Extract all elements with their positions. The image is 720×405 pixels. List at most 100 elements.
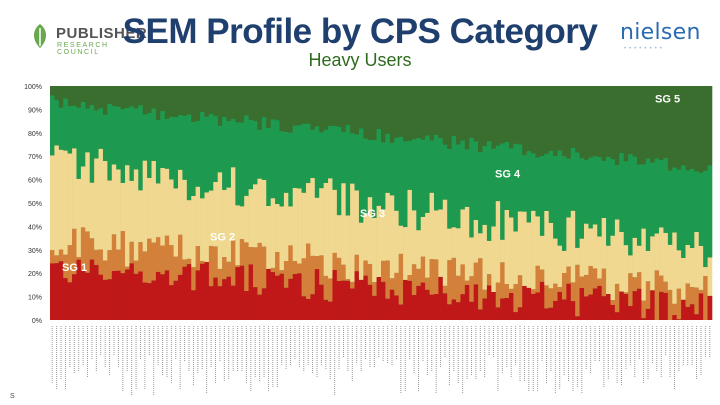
bar-segment-sg4 [94,110,99,159]
bar-segment-sg2 [319,255,324,285]
bar-segment-sg4 [433,134,439,211]
bar-segment-sg4 [548,150,554,223]
bar-segment-sg5 [182,86,188,116]
bar-segment-sg1 [76,259,82,320]
bar-segment-sg1 [425,289,430,320]
bar-segment-sg1 [94,264,99,320]
bar-segment-sg5 [372,86,377,141]
bar-segment-sg5 [650,86,655,163]
bar-segment-sg3 [403,227,408,280]
bar-segment-sg2 [177,234,183,275]
bar-segment-sg2 [416,268,422,286]
bar-segment-sg2 [645,281,651,309]
bar-segment-sg1 [614,312,620,320]
bar-segment-sg3 [526,222,532,288]
bar-segment-sg1 [230,285,236,320]
bar-segment-sg4 [89,105,95,183]
bar-segment-sg5 [403,86,408,142]
bar-segment-sg4 [58,107,64,150]
bar-segment-sg3 [94,158,99,250]
bar-segment-sg3 [456,228,461,276]
bar-segment-sg5 [491,86,497,149]
bar-segment-sg4 [508,148,514,218]
bar-segment-sg5 [283,86,289,132]
bar-segment-sg5 [336,86,342,127]
bar-segment-sg3 [297,188,302,264]
bar-segment-sg1 [129,263,135,320]
bar-segment-sg4 [416,138,422,231]
bar-segment-sg3 [473,219,479,263]
bar-segment-sg3 [381,209,386,261]
bar-segment-sg4 [575,152,580,248]
bar-segment-sg3 [301,192,307,259]
bar-segment-sg4 [557,150,563,246]
bar-segment-sg1 [588,294,594,320]
bar-segment-sg4 [173,117,179,189]
bar-segment-sg2 [486,274,492,286]
bar-segment-sg5 [173,86,179,118]
bar-segment-sg5 [116,86,121,107]
bar-segment-sg4 [195,120,201,187]
bar-segment-sg5 [672,86,677,168]
bar-segment-sg4 [85,108,91,153]
bar-segment-sg5 [429,86,435,141]
bar-segment-sg1 [147,283,152,320]
bar-segment-sg2 [584,274,589,297]
bar-segment-sg2 [389,278,395,290]
bar-segment-sg3 [539,235,545,270]
bar-segment-sg5 [354,86,360,135]
bar-segment-sg4 [500,143,505,240]
bar-segment-sg5 [125,86,130,108]
bar-segment-sg5 [411,86,417,140]
bar-segment-sg2 [244,242,249,292]
bar-segment-sg1 [363,275,369,320]
bar-segment-sg2 [354,254,360,272]
bar-segment-sg5 [667,86,673,171]
bar-segment-sg2 [208,245,214,287]
bar-segment-sg5 [588,86,594,158]
bar-segment-sg1 [319,284,324,320]
bar-segment-sg5 [200,86,205,112]
bar-segment-sg2 [235,265,241,268]
bar-segment-sg3 [147,177,152,239]
bar-segment-sg2 [473,262,479,285]
bar-segment-sg2 [283,261,289,288]
bar-segment-sg4 [244,115,249,196]
bar-segment-sg2 [310,255,316,295]
bar-segment-sg5 [160,86,166,111]
bar-segment-sg1 [548,307,554,320]
bar-segment-sg3 [557,245,563,288]
bar-segment-sg1 [125,269,130,320]
bar-segment-sg1 [217,286,223,320]
bar-segment-sg1 [689,304,695,320]
bar-segment-sg1 [579,288,585,320]
bar-segment-sg1 [257,294,263,320]
y-tick-label: 90% [28,107,42,114]
bar-segment-sg1 [632,291,638,320]
bar-segment-sg2 [398,253,404,305]
bar-segment-sg2 [173,256,179,281]
bar-segment-sg4 [460,140,466,210]
bar-segment-sg2 [425,277,430,290]
series-label: SG 2 [210,231,235,243]
bar-segment-sg5 [447,86,452,149]
bar-segment-sg2 [548,288,554,308]
bar-segment-sg5 [63,86,68,99]
bar-segment-sg5 [239,86,245,123]
bar-segment-sg1 [698,293,704,320]
bar-segment-sg5 [398,86,404,137]
bar-segment-sg2 [429,259,435,295]
bar-segment-sg2 [508,288,514,293]
bar-segment-sg5 [98,86,104,109]
bar-segment-sg3 [177,169,183,235]
bar-segment-sg2 [111,234,117,272]
bar-segment-sg2 [654,270,660,320]
bar-segment-sg4 [681,165,686,258]
bar-segment-sg5 [270,86,276,120]
bar-segment-sg4 [336,126,342,216]
bar-segment-sg4 [592,156,598,225]
bar-segment-sg4 [429,140,435,193]
y-tick-label: 100% [24,84,42,91]
bar-segment-sg3 [350,183,355,282]
bar-segment-sg4 [398,136,404,226]
